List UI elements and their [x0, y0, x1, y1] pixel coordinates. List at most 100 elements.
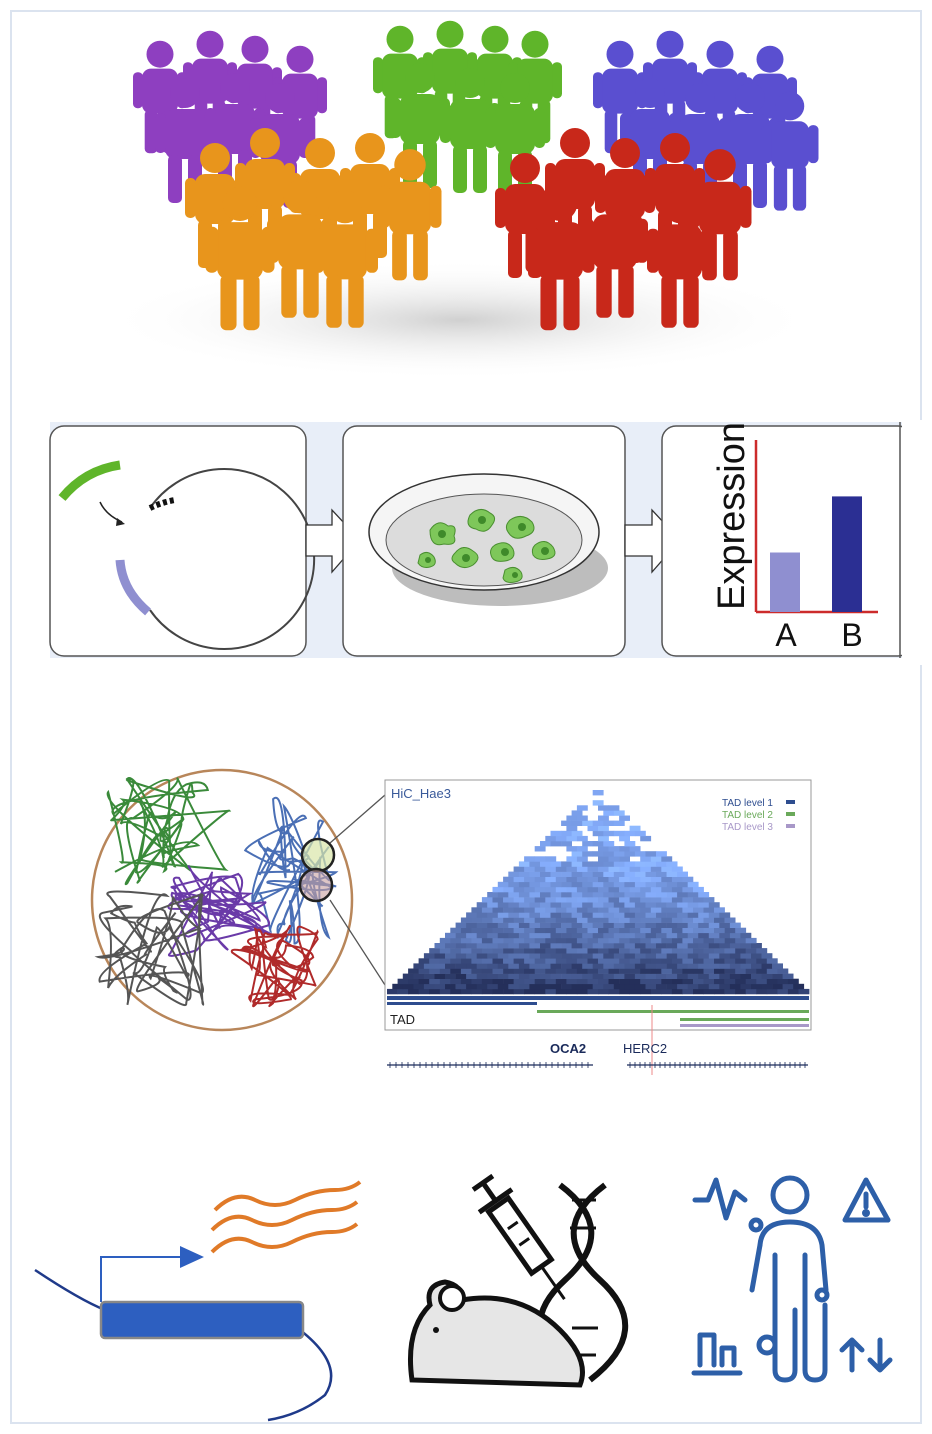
hic-cell [661, 968, 673, 974]
hic-cell [708, 902, 720, 908]
hic-cell [497, 973, 509, 979]
hic-cell [693, 886, 704, 893]
hic-cell [677, 973, 688, 979]
hic-cell [613, 820, 625, 826]
hic-cell [571, 953, 583, 959]
hic-cell [682, 897, 694, 903]
hic-cell [582, 820, 594, 826]
hic-cell [619, 907, 630, 913]
hic-cell [434, 973, 446, 979]
hic-cell [719, 922, 731, 928]
hic-cell [423, 973, 435, 979]
hic-cell [592, 943, 604, 949]
hic-cell [561, 983, 572, 990]
hic-cell [445, 973, 456, 979]
hic-cell [661, 927, 673, 934]
hic-cell [645, 983, 657, 990]
hic-cell [687, 902, 699, 908]
hic-cell [724, 917, 736, 923]
hic-cell [656, 892, 667, 898]
hic-cell [434, 963, 446, 969]
hic-cell [598, 856, 609, 862]
hic-cell [645, 851, 657, 857]
hic-cell [666, 973, 678, 979]
hic-cell [471, 958, 483, 964]
hic-cell [434, 943, 446, 949]
hic-cell [677, 932, 688, 939]
hic-cell [645, 922, 657, 928]
hic-cell [439, 958, 451, 964]
hic-cell [476, 953, 488, 959]
hic-cell [624, 963, 636, 969]
hic-cell [735, 958, 747, 964]
hic-cell [745, 937, 757, 944]
mrna-waves [210, 1180, 362, 1254]
hic-cell [698, 953, 710, 959]
hic-cell [666, 922, 678, 928]
hic-cell [576, 897, 588, 903]
hic-cell [598, 907, 609, 913]
hic-cell [619, 917, 630, 923]
hic-cell [619, 866, 630, 872]
hic-cell [576, 835, 588, 842]
hic-cell [555, 958, 567, 964]
hic-cell [724, 978, 736, 985]
hic-cell [540, 902, 551, 908]
tad-track-level-2 [537, 1010, 809, 1013]
hic-cell [518, 892, 530, 898]
hic-cell [629, 937, 641, 944]
hic-cell [629, 876, 641, 883]
bar-b-label: B [841, 617, 862, 653]
hic-cell [487, 932, 499, 939]
hic-cell [656, 902, 667, 908]
hic-cell [619, 886, 630, 893]
hic-cell [687, 953, 699, 959]
hic-cell [513, 866, 525, 872]
hic-cell [513, 968, 525, 974]
hic-cell [592, 800, 604, 806]
hic-cell [587, 988, 599, 995]
hic-cell [613, 963, 625, 969]
hic-cell [798, 988, 810, 995]
hic-cell [561, 861, 572, 867]
hic-cell [624, 953, 636, 959]
hic-cell [772, 983, 783, 990]
hic-cell [434, 983, 446, 990]
hic-cell [450, 948, 462, 954]
hic-cell [613, 983, 625, 990]
hic-cell [587, 886, 599, 893]
hic-cell [703, 948, 715, 954]
hic-cell [745, 968, 757, 974]
hic-cell [693, 897, 704, 903]
hic-cell [656, 963, 667, 969]
hic-cell [529, 861, 541, 867]
hic-cell [698, 963, 710, 969]
hic-cell [566, 917, 578, 923]
hic-cell [524, 907, 535, 913]
hic-cell [703, 988, 715, 995]
hic-cell [603, 912, 615, 918]
hic-cell [640, 948, 652, 954]
sensor-2 [814, 1287, 830, 1303]
hic-cell [677, 922, 688, 928]
hic-cell [582, 871, 594, 877]
hic-cell [513, 897, 525, 903]
hic-cell [460, 968, 472, 974]
hic-cell [534, 927, 546, 934]
hic-cell [576, 805, 588, 811]
hic-cell [487, 973, 499, 979]
hic-cell [576, 866, 588, 872]
hic-cell [540, 881, 551, 888]
hic-cell [587, 968, 599, 974]
hic-cell [576, 948, 588, 954]
hic-cell [650, 907, 662, 913]
hic-cell [687, 963, 699, 969]
hic-cell [740, 932, 752, 939]
hic-cell [529, 881, 541, 888]
hic-cell [555, 835, 567, 842]
hic-cell [603, 983, 615, 990]
hic-cell [729, 963, 741, 969]
hic-cell [629, 978, 641, 985]
hic-cell [640, 968, 652, 974]
hic-cell [598, 835, 609, 842]
